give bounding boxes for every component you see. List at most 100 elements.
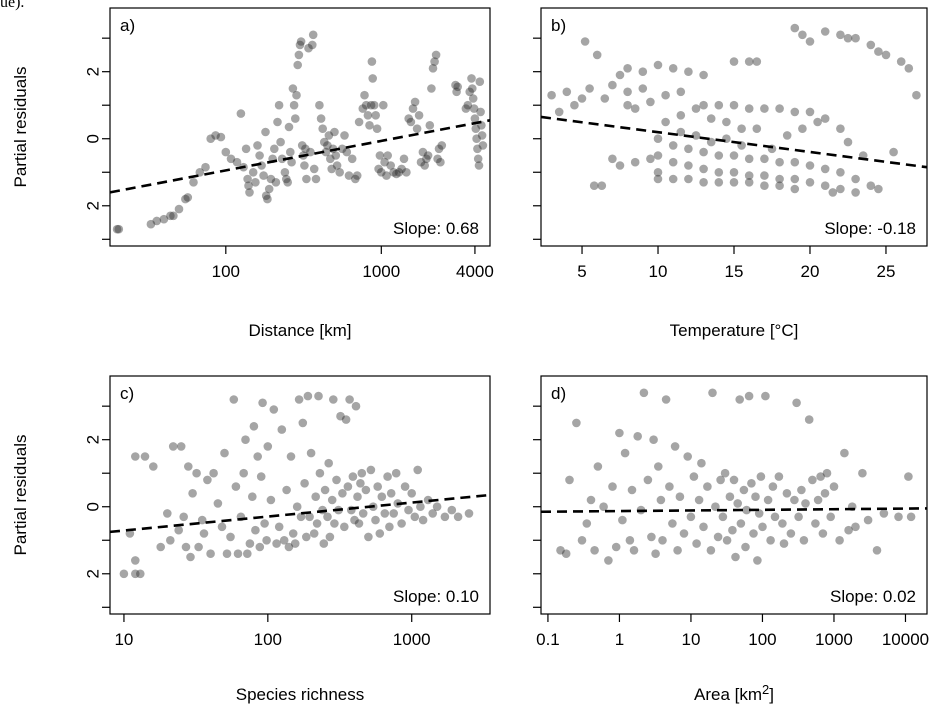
data-point bbox=[371, 515, 380, 525]
data-point bbox=[822, 468, 832, 478]
data-point bbox=[775, 104, 784, 113]
data-point bbox=[708, 388, 717, 398]
data-point bbox=[249, 422, 259, 431]
data-point bbox=[844, 525, 853, 535]
data-point bbox=[906, 512, 916, 522]
data-point bbox=[790, 23, 800, 33]
data-point bbox=[361, 100, 371, 110]
data-point bbox=[881, 50, 891, 60]
data-point bbox=[689, 472, 699, 481]
data-point bbox=[851, 33, 860, 43]
data-point bbox=[630, 104, 640, 113]
data-point bbox=[670, 442, 680, 451]
x-axis-label-suffix: ] bbox=[769, 685, 774, 704]
data-point bbox=[763, 495, 773, 505]
data-point bbox=[820, 181, 830, 190]
data-point bbox=[329, 395, 338, 404]
data-point bbox=[835, 536, 844, 545]
data-point bbox=[638, 84, 648, 93]
data-point bbox=[377, 492, 387, 502]
data-point bbox=[318, 124, 328, 133]
data-point bbox=[618, 515, 627, 525]
data-point bbox=[629, 546, 639, 555]
data-point bbox=[694, 495, 704, 505]
data-point bbox=[752, 124, 762, 133]
data-point bbox=[402, 168, 411, 177]
data-point bbox=[327, 495, 337, 505]
data-point bbox=[790, 495, 799, 505]
data-point bbox=[804, 415, 814, 424]
data-point bbox=[760, 104, 769, 113]
data-point bbox=[305, 512, 314, 522]
data-point bbox=[166, 211, 175, 221]
data-point bbox=[570, 100, 579, 110]
data-point bbox=[820, 114, 830, 123]
data-point bbox=[790, 157, 800, 167]
data-point bbox=[314, 391, 323, 401]
data-point bbox=[661, 117, 670, 127]
data-point bbox=[790, 184, 800, 194]
data-point bbox=[414, 111, 424, 120]
data-point bbox=[872, 546, 882, 555]
data-point bbox=[676, 127, 686, 137]
data-point bbox=[244, 181, 253, 190]
y-axis-label: Partial residuals bbox=[11, 435, 30, 556]
data-point bbox=[338, 489, 347, 498]
data-point bbox=[364, 532, 373, 542]
data-point bbox=[430, 57, 439, 66]
data-point bbox=[735, 395, 744, 404]
data-point bbox=[744, 391, 754, 401]
panel-label: d) bbox=[551, 384, 566, 403]
data-point bbox=[463, 100, 473, 110]
data-point bbox=[408, 104, 418, 113]
data-point bbox=[229, 395, 239, 404]
data-point bbox=[683, 452, 692, 461]
data-point bbox=[799, 536, 809, 545]
x-tick-label: 0.1 bbox=[536, 630, 560, 649]
data-point bbox=[766, 536, 775, 545]
data-point bbox=[152, 216, 162, 226]
data-point bbox=[472, 134, 481, 143]
data-point bbox=[377, 168, 386, 177]
data-point bbox=[416, 502, 425, 512]
data-point bbox=[319, 539, 329, 548]
data-point bbox=[296, 37, 306, 46]
data-point bbox=[654, 462, 663, 471]
data-point bbox=[119, 569, 129, 579]
plot-frame bbox=[540, 375, 928, 615]
data-point bbox=[371, 111, 381, 120]
data-point bbox=[309, 164, 319, 174]
data-point bbox=[179, 512, 188, 522]
data-point bbox=[547, 90, 556, 100]
data-point bbox=[326, 154, 335, 164]
data-point bbox=[241, 144, 251, 154]
data-point bbox=[226, 154, 236, 164]
data-point bbox=[604, 556, 613, 565]
data-point bbox=[413, 465, 423, 475]
data-point bbox=[729, 475, 739, 485]
data-point bbox=[744, 104, 754, 113]
data-point bbox=[324, 458, 334, 468]
data-point bbox=[770, 512, 780, 522]
data-point bbox=[348, 472, 358, 481]
data-point bbox=[468, 84, 477, 93]
plot-frame bbox=[109, 375, 491, 615]
slope-label: Slope: 0.68 bbox=[393, 219, 479, 238]
data-point bbox=[380, 157, 389, 167]
data-point bbox=[251, 525, 260, 535]
data-point bbox=[639, 388, 649, 398]
data-point bbox=[753, 556, 762, 565]
y-tick-label: 2 bbox=[83, 201, 102, 210]
data-point bbox=[874, 184, 883, 194]
data-point bbox=[749, 529, 758, 538]
data-point bbox=[473, 154, 483, 164]
data-point bbox=[350, 515, 359, 525]
data-point bbox=[423, 495, 433, 505]
data-point bbox=[697, 458, 706, 468]
data-point bbox=[582, 519, 592, 528]
data-point bbox=[904, 472, 913, 481]
data-point bbox=[289, 100, 299, 110]
data-point bbox=[623, 64, 632, 73]
data-point bbox=[231, 482, 241, 491]
x-tick-label: 10 bbox=[681, 630, 700, 649]
